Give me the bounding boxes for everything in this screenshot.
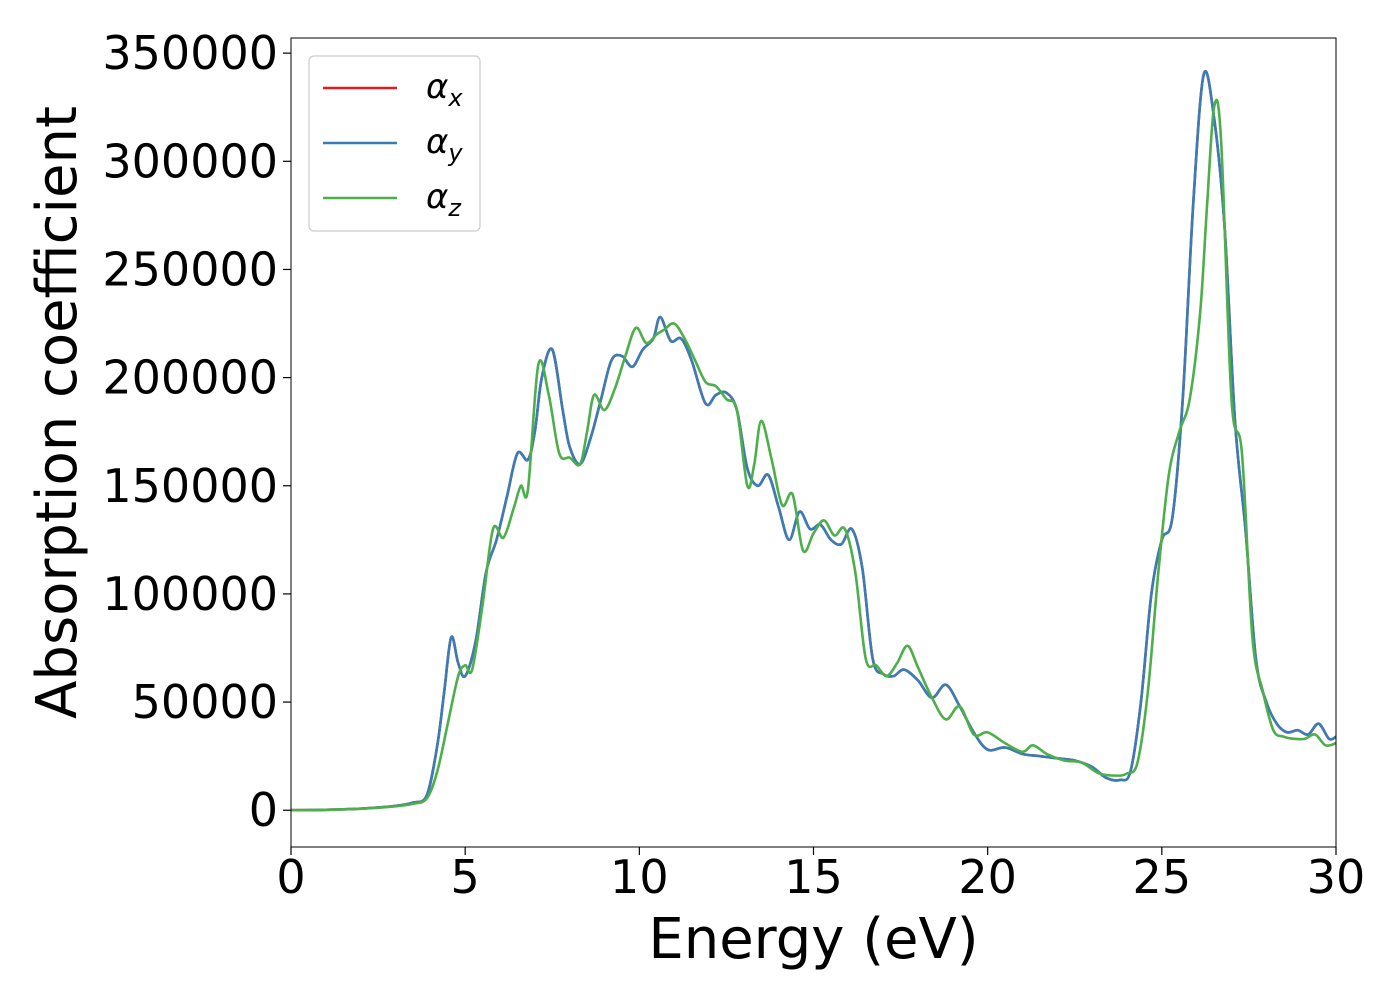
y-tick-label: 200000 xyxy=(102,351,278,405)
series-layer xyxy=(291,70,1336,812)
x-axis-label: Energy (eV) xyxy=(648,907,978,972)
ticks-layer: 0 5 10 15 20 25 30 0 50000 100000 150000 200000 2500… xyxy=(102,26,1365,904)
y-tick-label: 150000 xyxy=(102,459,278,513)
y-tick-label: 0 xyxy=(249,783,278,837)
series-line-z xyxy=(291,98,1336,812)
y-tick-label: 100000 xyxy=(102,567,278,621)
x-tick-label: 0 xyxy=(276,850,305,904)
x-tick-label: 25 xyxy=(1133,850,1192,904)
y-axis-label: Absorption coefficient xyxy=(25,106,90,719)
legend-label-x: αx xyxy=(426,67,463,112)
y-tick-label: 50000 xyxy=(132,675,278,729)
x-tick-label: 10 xyxy=(610,850,669,904)
y-tick-label: 350000 xyxy=(102,26,278,80)
x-tick-label: 5 xyxy=(451,850,480,904)
legend-label-z: αz xyxy=(426,177,462,222)
legend-label-y: αy xyxy=(426,122,463,167)
legend: αx αy αz xyxy=(308,55,481,232)
x-tick-label: 20 xyxy=(958,850,1017,904)
x-tick-label: 15 xyxy=(784,850,843,904)
series-line-y xyxy=(291,70,1336,812)
y-tick-label: 300000 xyxy=(102,134,278,188)
plot-frame xyxy=(290,37,1337,848)
x-tick-label: 30 xyxy=(1307,850,1366,904)
y-tick-label: 250000 xyxy=(102,242,278,296)
